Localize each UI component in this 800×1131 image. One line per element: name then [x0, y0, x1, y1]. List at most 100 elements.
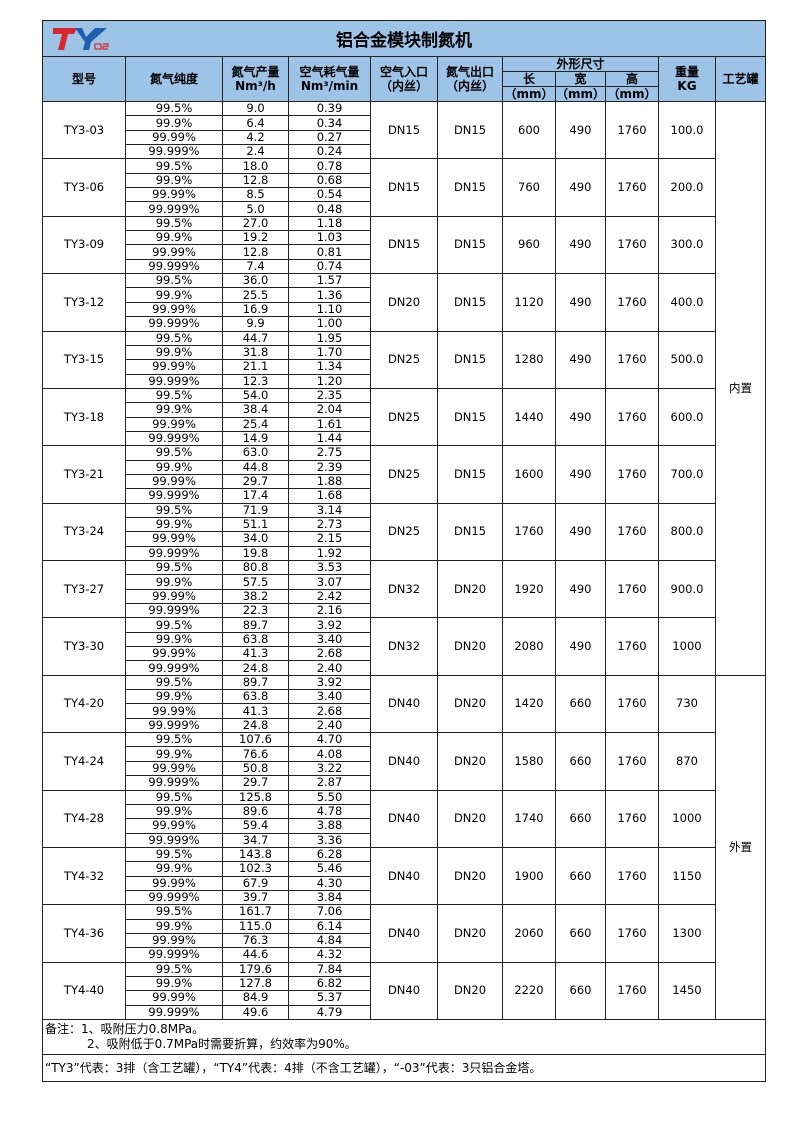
weight-cell: 100.0 — [658, 100, 716, 160]
output-cell: 24.8 — [222, 717, 289, 734]
height-cell: 1760 — [605, 904, 659, 963]
air-consumption-cell: 1.95 — [288, 330, 371, 346]
air-consumption-cell: 1.34 — [288, 359, 371, 375]
air-consumption-cell: 3.84 — [288, 889, 371, 906]
weight-cell: 500.0 — [658, 330, 716, 389]
model-cell: TY4-32 — [42, 846, 126, 906]
output-cell: 41.3 — [222, 646, 289, 662]
purity-cell: 99.5% — [125, 100, 223, 117]
height-cell: 1760 — [605, 445, 659, 504]
output-cell: 12.8 — [222, 172, 289, 189]
output-cell: 127.8 — [222, 975, 289, 992]
purity-cell: 99.99% — [125, 531, 223, 547]
output-cell: 44.8 — [222, 459, 289, 475]
air-consumption-cell: 2.73 — [288, 516, 371, 533]
air-inlet-cell: DN40 — [370, 961, 438, 1021]
length-cell: 1600 — [502, 445, 556, 504]
air-consumption-cell: 2.40 — [288, 717, 371, 734]
table-row: 99.99% 41.3 2.68 — [43, 646, 766, 662]
table-row: 99.99% 59.4 3.88 — [43, 818, 766, 834]
height-cell: 1760 — [605, 215, 659, 275]
width-cell: 490 — [555, 215, 606, 275]
weight-cell: 870 — [658, 732, 716, 791]
table-row: 99.999% 44.6 4.32 — [43, 947, 766, 963]
n2-outlet-cell: DN15 — [437, 215, 503, 275]
purity-cell: 99.999% — [125, 201, 223, 217]
table-row: 99.99% 50.8 3.22 — [43, 760, 766, 777]
purity-cell: 99.99% — [125, 588, 223, 605]
air-consumption-cell: 3.92 — [288, 674, 371, 691]
table-row: 99.99% 38.2 2.42 — [43, 588, 766, 605]
air-consumption-cell: 7.06 — [288, 904, 371, 920]
table-row: 99.9% 63.8 3.40 — [43, 689, 766, 705]
model-cell: TY3-21 — [42, 445, 126, 504]
purity-cell: 99.999% — [125, 545, 223, 562]
output-cell: 115.0 — [222, 918, 289, 934]
height-cell: 1760 — [605, 330, 659, 389]
table-row: 99.99% 4.2 0.27 — [43, 129, 766, 146]
col-purity: 氮气纯度 — [125, 56, 223, 102]
air-consumption-cell: 7.84 — [288, 961, 371, 977]
model-cell: TY3-30 — [42, 617, 126, 676]
width-cell: 490 — [555, 273, 606, 332]
air-consumption-cell: 4.30 — [288, 875, 371, 891]
purity-cell: 99.99% — [125, 416, 223, 432]
output-cell: 36.0 — [222, 273, 289, 289]
air-consumption-cell: 4.84 — [288, 932, 371, 949]
purity-cell: 99.9% — [125, 230, 223, 246]
purity-cell: 99.9% — [125, 746, 223, 762]
air-inlet-cell: DN20 — [370, 273, 438, 332]
col-n2-out-label: 氮气出口 — [445, 65, 494, 79]
air-inlet-cell: DN40 — [370, 732, 438, 791]
output-cell: 143.8 — [222, 846, 289, 863]
purity-cell: 99.5% — [125, 732, 223, 748]
purity-cell: 99.999% — [125, 144, 223, 160]
tank-cell: 外置 — [714, 674, 767, 1021]
output-cell: 44.7 — [222, 330, 289, 346]
air-consumption-cell: 1.10 — [288, 301, 371, 318]
purity-cell: 99.9% — [125, 918, 223, 934]
model-cell: TY3-15 — [42, 330, 126, 389]
output-cell: 179.6 — [222, 961, 289, 977]
air-consumption-cell: 0.39 — [288, 100, 371, 117]
output-cell: 44.6 — [222, 947, 289, 963]
output-cell: 25.5 — [222, 287, 289, 303]
col-weight: 重量 KG — [658, 56, 716, 102]
air-inlet-cell: DN40 — [370, 846, 438, 906]
width-cell: 490 — [555, 158, 606, 217]
air-inlet-cell: DN25 — [370, 445, 438, 504]
weight-cell: 1450 — [658, 961, 716, 1021]
table-row: TY4-24 99.5% 107.6 4.70 DN40 DN20 1580 660 1760 8… — [42, 732, 766, 791]
weight-cell: 1000 — [658, 789, 716, 848]
air-consumption-cell: 2.87 — [288, 775, 371, 791]
model-cell: TY3-27 — [42, 559, 126, 619]
purity-cell: 99.9% — [125, 574, 223, 590]
length-cell: 1580 — [502, 732, 556, 791]
output-cell: 2.4 — [222, 144, 289, 160]
purity-cell: 99.5% — [125, 387, 223, 404]
air-consumption-cell: 3.88 — [288, 818, 371, 834]
table-row: TY4-20 99.5% 89.7 3.92 DN40 DN20 1420 660 1760 73… — [42, 674, 767, 1021]
n2-outlet-cell: DN15 — [437, 100, 503, 160]
output-cell: 39.7 — [222, 889, 289, 906]
output-cell: 80.8 — [222, 559, 289, 576]
purity-cell: 99.9% — [125, 115, 223, 131]
company-logo — [53, 28, 109, 50]
air-consumption-cell: 0.27 — [288, 129, 371, 146]
weight-cell: 1000 — [658, 617, 716, 676]
purity-cell: 99.99% — [125, 703, 223, 719]
air-consumption-cell: 4.79 — [288, 1004, 371, 1021]
output-cell: 29.7 — [222, 473, 289, 490]
length-cell: 1920 — [502, 559, 556, 619]
air-consumption-cell: 1.44 — [288, 430, 371, 447]
length-cell: 2080 — [502, 617, 556, 676]
col-weight-label: 重量 — [674, 65, 699, 79]
notes: 备注：1、吸附压力0.8MPa。 2、吸附低于0.7MPa时需要折算，约效率为90… — [41, 1019, 767, 1055]
table-row: 99.999% 49.6 4.79 — [43, 1004, 766, 1021]
n2-outlet-cell: DN15 — [437, 445, 503, 504]
output-cell: 5.0 — [222, 201, 289, 217]
air-consumption-cell: 1.70 — [288, 344, 371, 361]
purity-cell: 99.999% — [125, 258, 223, 275]
note-1: 备注：1、吸附压力0.8MPa。 — [45, 1022, 205, 1036]
length-cell: 2220 — [502, 961, 556, 1021]
